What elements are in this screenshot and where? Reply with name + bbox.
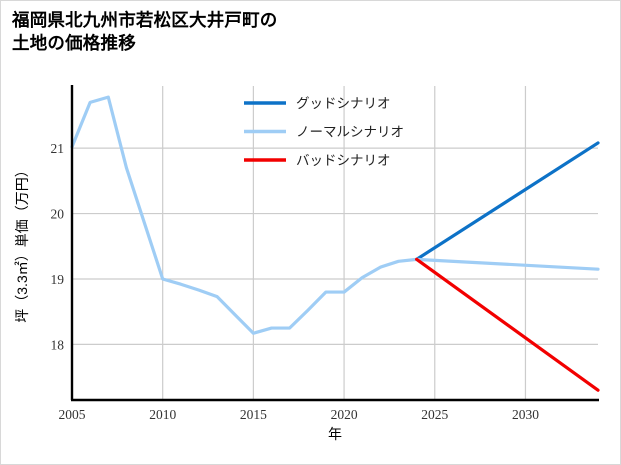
y-tick-label: 19: [51, 272, 65, 287]
x-tick-label: 2015: [240, 407, 267, 422]
legend-label: ノーマルシナリオ: [296, 125, 404, 140]
axis-layer: [70, 85, 599, 402]
x-tick-label: 2005: [59, 407, 86, 422]
tick-labels-layer: 18 19 20 21 2005 2010 2015 2020 2025 2030: [51, 141, 540, 422]
x-tick-label: 2010: [149, 407, 176, 422]
x-tick-label: 2030: [512, 407, 539, 422]
series-line-1: [70, 95, 600, 335]
y-tick-label: 20: [51, 207, 65, 222]
axis-titles-layer: 年 坪（3.3㎡）単価（万円）: [14, 163, 342, 442]
y-axis-title: 坪（3.3㎡）単価（万円）: [14, 163, 30, 322]
series-line-2: [415, 257, 600, 392]
x-tick-label: 2025: [421, 407, 448, 422]
grid-lines: [72, 86, 598, 400]
legend-label: グッドシナリオ: [296, 96, 391, 111]
data-series-layer: [70, 95, 600, 392]
x-tick-label: 2020: [331, 407, 358, 422]
chart-title: 福岡県北九州市若松区大井戸町の 土地の価格推移: [12, 10, 278, 54]
x-axis-title: 年: [328, 426, 342, 442]
series-line-0: [415, 141, 600, 261]
legend-label: バッドシナリオ: [296, 153, 391, 168]
y-tick-label: 21: [51, 141, 65, 156]
y-tick-label: 18: [51, 337, 65, 352]
